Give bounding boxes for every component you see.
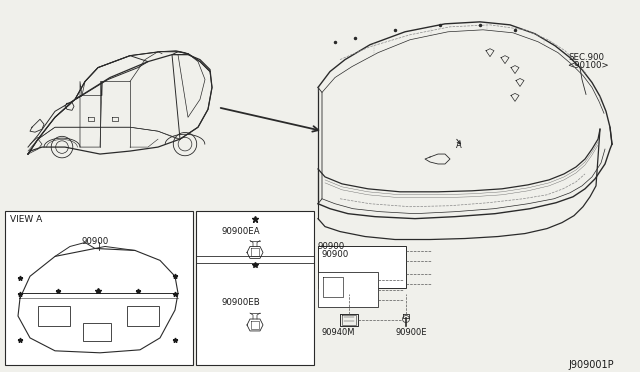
Text: 90900EA: 90900EA: [222, 227, 260, 235]
Text: SEC.900: SEC.900: [568, 53, 604, 62]
Bar: [318, 247, 406, 288]
Bar: [83, 323, 111, 341]
Text: 90900EB: 90900EB: [222, 298, 260, 307]
Text: <90100>: <90100>: [567, 61, 609, 70]
Text: A: A: [456, 141, 461, 150]
Bar: [5, 211, 193, 365]
Bar: [127, 306, 159, 326]
Bar: [38, 306, 70, 326]
Text: 90900: 90900: [321, 250, 348, 259]
Text: 90900: 90900: [82, 237, 109, 246]
Text: VIEW A: VIEW A: [10, 215, 42, 224]
Text: 90940M: 90940M: [322, 328, 355, 337]
Bar: [318, 272, 378, 307]
Text: 90900: 90900: [318, 243, 345, 251]
Text: 90900E: 90900E: [396, 328, 428, 337]
Bar: [196, 211, 314, 365]
Text: J909001P: J909001P: [568, 360, 614, 370]
